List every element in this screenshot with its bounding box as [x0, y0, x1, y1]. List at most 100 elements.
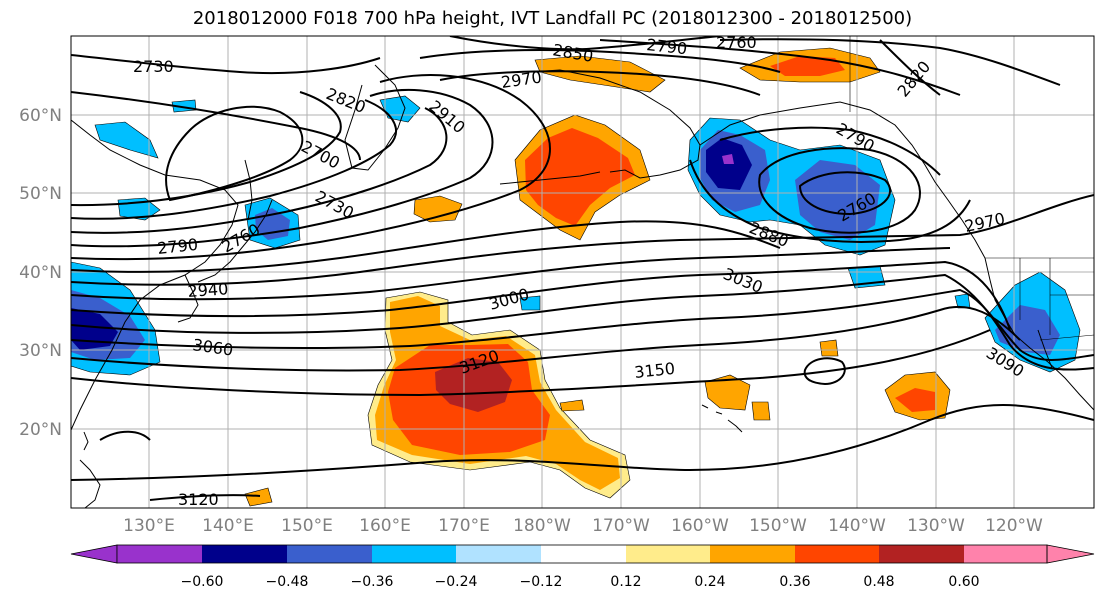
shading-negative-gulf-purple	[722, 154, 734, 164]
lon-label: 150°W	[749, 516, 807, 536]
colorbar-segment	[879, 545, 964, 563]
shading-positive-north-2	[413, 195, 463, 223]
contour-2760c	[798, 171, 892, 216]
colorbar-tick-label: −0.36	[351, 574, 394, 590]
colorbar-segment	[795, 545, 879, 563]
coastlines	[71, 64, 1094, 508]
colorbar-tick-label: 0.36	[779, 574, 810, 590]
lat-label: 60°N	[19, 106, 62, 126]
shading-positive-alaska-red	[770, 56, 845, 76]
colorbar-tick-label: 0.24	[694, 574, 725, 590]
contour-2790c	[719, 126, 941, 176]
colorbar-tick-label: −0.12	[520, 574, 563, 590]
contour-3060	[71, 273, 1094, 371]
shading-negative-small6	[954, 293, 971, 309]
latitude-labels: 60°N 50°N 40°N 30°N 20°N	[19, 106, 62, 440]
contour-3120	[71, 305, 1021, 372]
contour-2970	[71, 194, 1094, 286]
shading-positive-bering	[534, 55, 666, 93]
lon-label: 150°E	[281, 516, 333, 536]
colorbar-segment	[372, 545, 456, 563]
contour-2760	[165, 105, 304, 202]
colorbar-segment	[202, 545, 287, 563]
contour-3150	[71, 329, 991, 397]
contour-2850b	[449, 36, 721, 51]
map-plot-area: 2730 2850 2790 2760 2970 2820 2910 2820 …	[70, 33, 1095, 509]
contour-2820c	[758, 147, 921, 234]
shading-positive-small3	[751, 401, 771, 421]
colorbar-segment	[626, 545, 710, 563]
lon-label: 160°E	[359, 516, 411, 536]
coast-bc-us	[961, 219, 1094, 411]
lon-label: 170°W	[592, 516, 650, 536]
coast-asia	[71, 119, 239, 431]
contour-2700	[71, 91, 361, 161]
shading-positive-east-red	[895, 388, 935, 412]
contour-label: 2730	[133, 57, 174, 76]
contour-label: 3120	[178, 490, 219, 509]
colorbar-segment	[710, 545, 795, 563]
lon-label: 170°E	[438, 516, 490, 536]
contour-3030	[71, 260, 1011, 331]
colorbar-extend-low	[70, 544, 118, 564]
lon-label: 120°W	[985, 516, 1043, 536]
contour-2730	[71, 54, 381, 75]
lon-label: 130°E	[123, 516, 175, 536]
lon-label: 130°W	[907, 516, 965, 536]
lat-label: 30°N	[19, 341, 62, 361]
map-frame	[70, 35, 1095, 509]
contour-2970b	[439, 70, 761, 96]
shading-negative-small2	[94, 121, 159, 159]
colorbar-segment	[456, 545, 541, 563]
coast-philippines	[79, 459, 101, 508]
lat-label: 50°N	[19, 184, 62, 204]
graticule	[71, 36, 1094, 508]
chart-title: 2018012000 F018 700 hPa height, IVT Land…	[192, 8, 913, 29]
coast-taiwan	[83, 431, 89, 451]
contour-2880b	[689, 159, 971, 243]
shading-positive-central-dark	[435, 358, 512, 412]
colorbar: −0.60 −0.48 −0.36 −0.24 −0.12 0.12 0.24 …	[70, 544, 1095, 590]
lat-label: 40°N	[19, 263, 62, 283]
contour-2820b	[879, 39, 941, 96]
coast-hawaii	[701, 404, 743, 433]
lon-label: 160°W	[671, 516, 729, 536]
colorbar-tick-label: 0.12	[610, 574, 641, 590]
coast-mexico	[1037, 329, 1053, 369]
shading-negative-small5	[519, 295, 541, 311]
lon-label: 180°W	[513, 516, 571, 536]
contour-label: 2790	[156, 235, 198, 258]
contour-3090	[71, 288, 1094, 361]
lat-label: 20°N	[19, 420, 62, 440]
contour-2880	[71, 88, 494, 248]
shading-negative-california-mid	[995, 305, 1060, 355]
contour-2910	[71, 74, 551, 261]
lon-label: 140°W	[828, 516, 886, 536]
colorbar-tick-label: 0.60	[948, 574, 979, 590]
coast-sakhalin	[244, 159, 253, 221]
contour-2910b	[419, 49, 781, 73]
coast-kamchatka	[344, 64, 406, 171]
shading-positive-small2	[559, 399, 585, 412]
border-state-lines	[1019, 258, 1094, 335]
colorbar-extend-high	[1046, 544, 1095, 564]
coast-aleutians	[499, 171, 601, 185]
contour-3000	[71, 247, 951, 301]
contour-2760b	[719, 38, 1061, 86]
contour-3150c	[99, 430, 151, 441]
height-contours	[71, 36, 1094, 501]
contour-2790	[71, 91, 342, 207]
colorbar-tick-label: −0.24	[435, 574, 478, 590]
border-us-mexico	[1039, 334, 1094, 341]
colorbar-tick-label: 0.48	[863, 574, 894, 590]
colorbar-segment	[117, 545, 202, 563]
shading-positive-hawaii	[704, 374, 751, 411]
contour-3120b	[149, 494, 261, 501]
contour-2850	[71, 107, 448, 234]
shading-negative-japan-dark	[71, 308, 118, 350]
borders	[849, 36, 1094, 341]
colorbar-segment	[287, 545, 372, 563]
contour-label: 3150	[633, 359, 675, 382]
shading-positive-small1	[819, 339, 839, 357]
